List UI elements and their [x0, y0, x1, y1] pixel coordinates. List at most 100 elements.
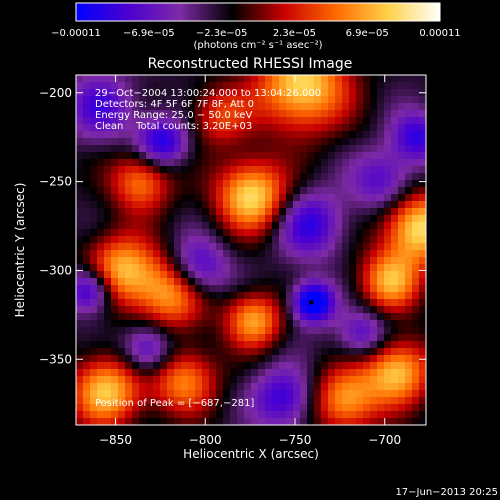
- heatmap-cell: [111, 320, 119, 328]
- heatmap-cell: [412, 411, 420, 419]
- heatmap-cell: [223, 306, 231, 314]
- heatmap-cell: [188, 243, 196, 251]
- heatmap-cell: [167, 82, 175, 90]
- heatmap-cell: [83, 110, 91, 118]
- heatmap-cell: [405, 411, 413, 419]
- heatmap-cell: [363, 404, 371, 412]
- heatmap-cell: [251, 166, 259, 174]
- heatmap-cell: [188, 180, 196, 188]
- heatmap-cell: [188, 390, 196, 398]
- heatmap-cell: [188, 306, 196, 314]
- heatmap-cell: [139, 418, 147, 425]
- heatmap-cell: [146, 159, 154, 167]
- heatmap-cell: [300, 411, 308, 419]
- heatmap-cell: [188, 313, 196, 321]
- heatmap-cell: [244, 222, 252, 230]
- heatmap-cell: [104, 334, 112, 342]
- heatmap-cell: [104, 355, 112, 363]
- heatmap-cell: [83, 334, 91, 342]
- heatmap-cell: [279, 159, 287, 167]
- heatmap-cell: [342, 278, 350, 286]
- heatmap-cell: [76, 138, 84, 146]
- heatmap-cell: [90, 201, 98, 209]
- heatmap-cell: [412, 257, 420, 265]
- heatmap-cell: [251, 285, 259, 293]
- heatmap-cell: [111, 208, 119, 216]
- heatmap-cell: [237, 131, 245, 139]
- heatmap-cell: [195, 271, 203, 279]
- heatmap-cell: [265, 390, 273, 398]
- heatmap-cell: [202, 320, 210, 328]
- heatmap-cell: [251, 187, 259, 195]
- heatmap-cell: [384, 320, 392, 328]
- heatmap-cell: [202, 271, 210, 279]
- heatmap-cell: [335, 159, 343, 167]
- heatmap-cell: [405, 306, 413, 314]
- heatmap-cell: [272, 397, 280, 405]
- heatmap-cell: [216, 285, 224, 293]
- heatmap-cell: [321, 131, 329, 139]
- heatmap-cell: [349, 362, 357, 370]
- heatmap-cell: [391, 187, 399, 195]
- heatmap-cell: [363, 201, 371, 209]
- heatmap-cell: [412, 159, 420, 167]
- heatmap-cell: [83, 243, 91, 251]
- heatmap-cell: [307, 313, 315, 321]
- heatmap-cell: [118, 75, 126, 83]
- heatmap-cell: [293, 180, 301, 188]
- heatmap-cell: [111, 404, 119, 412]
- heatmap-cell: [314, 138, 322, 146]
- heatmap-cell: [146, 201, 154, 209]
- heatmap-cell: [251, 75, 259, 83]
- heatmap-cell: [230, 257, 238, 265]
- heatmap-cell: [139, 187, 147, 195]
- heatmap-cell: [132, 166, 140, 174]
- heatmap-cell: [412, 278, 420, 286]
- heatmap-cell: [321, 376, 329, 384]
- heatmap-cell: [139, 173, 147, 181]
- heatmap-cell: [363, 145, 371, 153]
- heatmap-cell: [342, 369, 350, 377]
- heatmap-cell: [321, 229, 329, 237]
- heatmap-cell: [125, 145, 133, 153]
- heatmap-cell: [398, 89, 406, 97]
- heatmap-cell: [125, 124, 133, 132]
- heatmap-cell: [314, 264, 322, 272]
- heatmap-cell: [342, 348, 350, 356]
- heatmap-cell: [90, 110, 98, 118]
- heatmap-cell: [132, 173, 140, 181]
- heatmap-cell: [328, 292, 336, 300]
- heatmap-cell: [153, 418, 161, 425]
- heatmap-cell: [209, 369, 217, 377]
- heatmap-cell: [293, 110, 301, 118]
- heatmap-cell: [286, 306, 294, 314]
- heatmap-cell: [398, 306, 406, 314]
- heatmap-cell: [370, 82, 378, 90]
- heatmap-cell: [328, 313, 336, 321]
- heatmap-cell: [97, 292, 105, 300]
- heatmap-cell: [167, 152, 175, 160]
- heatmap-cell: [188, 355, 196, 363]
- heatmap-cell: [209, 355, 217, 363]
- heatmap-cell: [398, 285, 406, 293]
- heatmap-cell: [202, 243, 210, 251]
- heatmap-cell: [195, 397, 203, 405]
- heatmap-cell: [321, 236, 329, 244]
- heatmap-cell: [237, 215, 245, 223]
- heatmap-cell: [76, 236, 84, 244]
- heatmap-cell: [153, 236, 161, 244]
- heatmap-cell: [209, 201, 217, 209]
- heatmap-cell: [237, 110, 245, 118]
- heatmap-cell: [153, 166, 161, 174]
- heatmap-cell: [384, 159, 392, 167]
- heatmap-cell: [146, 411, 154, 419]
- heatmap-cell: [321, 124, 329, 132]
- heatmap-cell: [132, 306, 140, 314]
- heatmap-cell: [377, 285, 385, 293]
- heatmap-cell: [363, 285, 371, 293]
- heatmap-cell: [216, 187, 224, 195]
- heatmap-cell: [398, 243, 406, 251]
- heatmap-cell: [363, 138, 371, 146]
- heatmap-cell: [139, 369, 147, 377]
- heatmap-cell: [230, 250, 238, 258]
